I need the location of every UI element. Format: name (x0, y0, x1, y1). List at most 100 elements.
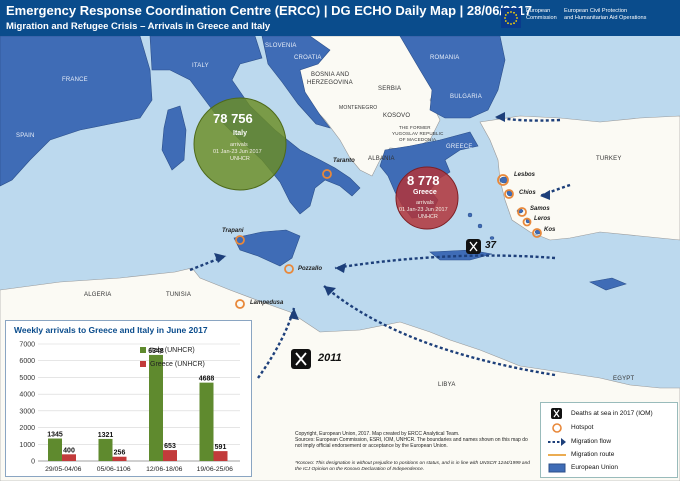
legend-flow-label: Migration flow (571, 438, 612, 445)
eu-logo-line: and Humanitarian Aid Operations (564, 15, 647, 21)
y-tick-label: 2000 (19, 425, 35, 432)
arrow-heads (214, 112, 550, 320)
bar-value-label: 256 (114, 450, 126, 457)
bar-value-label: 591 (215, 444, 227, 451)
deaths-greece-label: 37 (485, 240, 497, 251)
country-label: BULGARIA (450, 94, 482, 100)
death-marker-icon (291, 349, 311, 369)
city-label: Taranto (333, 158, 355, 164)
series-legend-swatch (140, 347, 146, 353)
eu-flag-icon (501, 8, 521, 28)
city-label: Kos (544, 227, 556, 233)
greece-arrivals-source: UNHCR (418, 214, 438, 220)
eu-logo-line: European Civil Protection (564, 8, 628, 14)
city-label: Trapani (222, 228, 244, 234)
y-tick-label: 5000 (19, 375, 35, 382)
legend-deaths-label: Deaths at sea in 2017 (IOM) (571, 410, 653, 417)
country-label: SPAIN (16, 133, 35, 139)
death-marker-icon (466, 239, 481, 254)
country-label: ROMANIA (430, 55, 460, 61)
eu-logo-text: European Commission European Civil Prote… (526, 8, 646, 22)
italy-arrivals-source: UNHCR (230, 156, 250, 162)
croatia-landmass (261, 36, 331, 129)
italy-arrivals-label: arrivals (230, 142, 248, 148)
spain-france-landmass (0, 36, 153, 187)
greece-bar (163, 450, 177, 461)
romania-bulgaria-landmass (399, 36, 506, 119)
city-label: Samos (530, 206, 550, 212)
greece-bar (213, 451, 228, 461)
hotspot-markers (235, 169, 542, 309)
italy-arrivals-name: Italy (233, 130, 248, 137)
migration-route-legend-icon (548, 454, 566, 456)
y-tick-label: 4000 (19, 392, 35, 399)
deaths-legend-icon (551, 408, 562, 419)
copyright-note: Copyright, European Union, 2017. Map cre… (295, 431, 535, 450)
country-label: TURKEY (596, 156, 622, 162)
italy-arrivals-period: 01 Jan-23 Jun 2017 (213, 149, 262, 155)
greece-arrivals-period: 01 Jan-23 Jun 2017 (399, 207, 448, 213)
country-label: GREECE (446, 144, 473, 150)
greece-arrivals-value: 8 778 (407, 173, 440, 188)
x-category-label: 05/06-1106 (97, 466, 131, 473)
country-label: FRANCE (62, 77, 88, 83)
country-label: LIBYA (438, 382, 456, 388)
series-legend-label: Greece (UNHCR) (150, 361, 205, 368)
legend-route-label: Migration route (571, 451, 615, 458)
bar-value-label: 1321 (98, 432, 114, 439)
legend-hotspot-label: Hotspot (571, 424, 594, 431)
city-label: Lampedusa (250, 300, 284, 306)
bar-value-label: 1345 (47, 432, 63, 439)
country-label: THE FORMER (399, 125, 431, 130)
sources-line: Sources: European Commission, ESRI, IOM,… (295, 437, 528, 450)
y-tick-label: 0 (31, 459, 35, 466)
sicily-landmass (233, 229, 301, 267)
country-label: TUNISIA (166, 292, 192, 298)
header-bar: Emergency Response Coordination Centre (… (0, 0, 680, 36)
country-label: ALBANIA (368, 156, 395, 162)
greece-bar (112, 456, 127, 461)
city-label: Chios (519, 190, 536, 196)
greece-arrivals-label: arrivals (416, 200, 434, 206)
country-label: OF MACEDONIA (399, 137, 437, 142)
kosovo-disclaimer: *Kosovo: This designation is without pre… (295, 461, 530, 472)
greece-arrivals-bubble (395, 166, 459, 230)
chart-title: Weekly arrivals to Greece and Italy in J… (14, 325, 208, 335)
country-label: YUGOSLAV REPUBLIC (392, 131, 444, 136)
country-label: SERBIA (378, 86, 402, 92)
y-tick-label: 3000 (19, 408, 35, 415)
italy-bar (48, 438, 62, 461)
eu-legend-icon (548, 463, 566, 473)
country-label: KOSOVO (383, 113, 411, 119)
city-label: Pozzallo (298, 266, 323, 272)
country-label: BOSNIA AND (311, 72, 350, 78)
hotspot-legend-icon (552, 423, 562, 433)
bar-value-label: 4688 (199, 376, 215, 383)
page-title: Emergency Response Coordination Centre (… (6, 3, 532, 18)
eu-logo-line: Commission (526, 15, 557, 21)
italy-bar (149, 354, 163, 461)
cyprus-landmass (589, 277, 627, 291)
legend-eu-label: European Union (571, 464, 618, 471)
italy-arrivals-value: 78 756 (213, 111, 253, 126)
copyright-line: Copyright, European Union, 2017. Map cre… (295, 431, 460, 437)
y-tick-label: 6000 (19, 358, 35, 365)
country-label: MONTENEGRO (339, 105, 378, 111)
country-label: ALGERIA (84, 292, 112, 298)
bar-value-label: 6348 (148, 348, 164, 355)
series-legend-swatch (140, 361, 146, 367)
map-legend: Deaths at sea in 2017 (IOM) Hotspot Migr… (540, 402, 678, 478)
city-label: Lesbos (514, 172, 536, 178)
eu-logo-line: European (526, 8, 551, 14)
country-label: SLOVENIA (265, 43, 297, 49)
series-legend-label: Italy (UNHCR) (150, 347, 195, 354)
x-category-label: 19/06-25/06 (197, 466, 234, 473)
migration-flow-legend-icon (548, 438, 566, 446)
italy-bar (98, 438, 113, 461)
bar-value-label: 400 (63, 447, 75, 454)
x-category-label: 12/06-18/06 (146, 466, 183, 473)
country-label: HERZEGOVINA (307, 80, 353, 86)
city-label: Leros (534, 216, 551, 222)
weekly-arrivals-chart: 0 1000 2000 3000 4000 5000 6000 7000 1345 400 29/0… (19, 342, 240, 473)
